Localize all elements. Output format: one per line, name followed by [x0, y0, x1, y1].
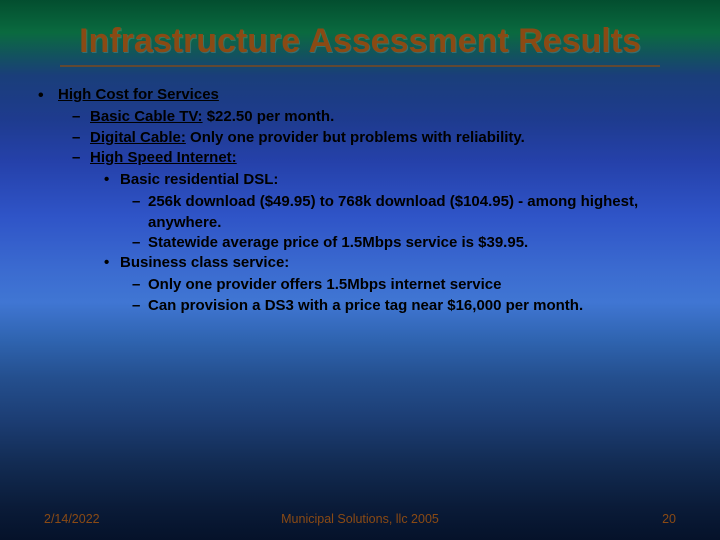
- bullet-business-one-provider: Only one provider offers 1.5Mbps interne…: [120, 275, 682, 295]
- bullet-residential-dsl: Basic residential DSL: 256k download ($4…: [90, 170, 682, 253]
- bullet-high-speed: High Speed Internet: Basic residential D…: [58, 148, 682, 316]
- bullet-text: $22.50 per month.: [203, 108, 335, 125]
- footer-page-number: 20: [662, 512, 676, 526]
- bullet-business-class: Business class service: Only one provide…: [90, 253, 682, 316]
- title-underline: [60, 65, 660, 67]
- bullet-business-ds3: Can provision a DS3 with a price tag nea…: [120, 296, 682, 316]
- bullet-dsl-statewide: Statewide average price of 1.5Mbps servi…: [120, 233, 682, 253]
- bullet-text: Basic residential DSL:: [120, 171, 278, 188]
- bullet-digital-cable: Digital Cable: Only one provider but pro…: [58, 128, 682, 148]
- slide-title: Infrastructure Assessment Results: [0, 0, 720, 65]
- bullet-label: High Speed Internet:: [90, 149, 237, 166]
- bullet-label: Digital Cable:: [90, 129, 186, 146]
- bullet-label: Basic Cable TV:: [90, 108, 203, 125]
- bullet-basic-cable: Basic Cable TV: $22.50 per month.: [58, 107, 682, 127]
- footer-center: Municipal Solutions, llc 2005: [0, 512, 720, 526]
- bullet-dsl-pricing: 256k download ($49.95) to 768k download …: [120, 192, 682, 233]
- bullet-text: Only one provider offers 1.5Mbps interne…: [148, 276, 501, 293]
- bullet-main: High Cost for Services Basic Cable TV: $…: [38, 85, 682, 316]
- bullet-text: Only one provider but problems with reli…: [186, 129, 525, 146]
- slide-body: High Cost for Services Basic Cable TV: $…: [0, 85, 720, 316]
- bullet-text: 256k download ($49.95) to 768k download …: [148, 193, 638, 230]
- bullet-text: Can provision a DS3 with a price tag nea…: [148, 297, 583, 314]
- bullet-text: Business class service:: [120, 254, 289, 271]
- bullet-text: Statewide average price of 1.5Mbps servi…: [148, 234, 528, 251]
- bullet-main-heading: High Cost for Services: [58, 86, 219, 103]
- slide: Infrastructure Assessment Results High C…: [0, 0, 720, 540]
